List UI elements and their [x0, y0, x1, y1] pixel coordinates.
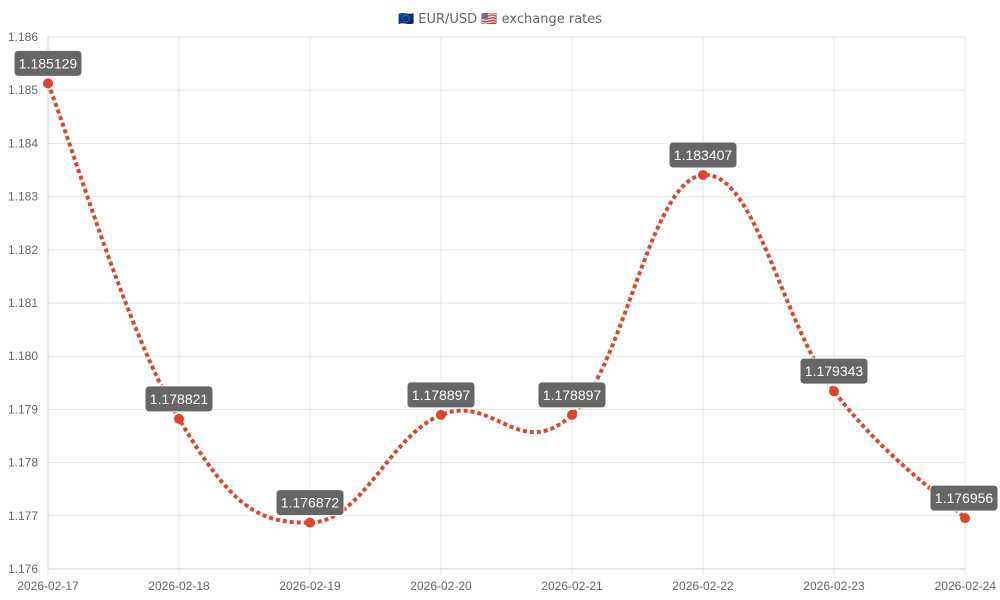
data-label: 1.185129: [13, 49, 83, 77]
x-tick-label: 2026-02-24: [935, 579, 997, 593]
data-label-value: 1.178821: [150, 391, 209, 407]
data-label: 1.179343: [799, 357, 869, 385]
data-label-value: 1.185129: [19, 55, 78, 71]
data-label-value: 1.178897: [543, 387, 602, 403]
data-label: 1.176956: [929, 484, 999, 512]
y-tick-label: 1.182: [8, 243, 38, 257]
data-label: 1.176872: [275, 489, 345, 517]
x-tick-label: 2026-02-23: [803, 579, 865, 593]
data-label-value: 1.183407: [674, 147, 733, 163]
x-tick-label: 2026-02-21: [541, 579, 603, 593]
data-label-box: [13, 49, 83, 77]
data-label-value: 1.179343: [805, 363, 864, 379]
y-tick-label: 1.179: [8, 402, 38, 416]
grid: [47, 36, 966, 575]
y-tick-label: 1.184: [8, 136, 38, 150]
data-point[interactable]: [960, 513, 970, 524]
x-tick-label: 2026-02-22: [672, 579, 734, 593]
data-label-box: [799, 357, 869, 385]
data-point[interactable]: [305, 517, 315, 528]
x-tick-label: 2026-02-17: [17, 579, 79, 593]
data-point[interactable]: [567, 409, 577, 420]
y-axis: 1.176 1.177 1.178 1.179 1.180 1.181 1.182 1.183…: [8, 30, 38, 576]
y-tick-label: 1.178: [8, 456, 38, 470]
data-label: 1.178821: [144, 385, 214, 413]
data-label: 1.178897: [537, 381, 607, 409]
data-point[interactable]: [698, 169, 708, 180]
data-label-box: [929, 484, 999, 512]
data-point[interactable]: [43, 78, 53, 89]
data-label-value: 1.176956: [935, 490, 994, 506]
data-point[interactable]: [174, 413, 184, 424]
data-point[interactable]: [829, 386, 839, 397]
chart-title: 🇪🇺 EUR/USD 🇺🇸 exchange rates: [398, 12, 602, 27]
data-label-box: [537, 381, 607, 409]
y-tick-label: 1.180: [8, 349, 38, 363]
points-layer: [43, 78, 970, 528]
data-label-value: 1.176872: [281, 495, 340, 511]
data-label-box: [275, 489, 345, 517]
y-tick-label: 1.185: [8, 83, 38, 97]
data-label-box: [668, 141, 738, 169]
data-labels-layer: 1.185129 1.178821 1.176872 1.178897 1.178897…: [13, 49, 999, 517]
y-tick-label: 1.176: [8, 562, 38, 576]
x-tick-label: 2026-02-20: [410, 579, 472, 593]
y-tick-label: 1.177: [8, 509, 38, 523]
data-label-value: 1.178897: [412, 387, 471, 403]
y-tick-label: 1.186: [8, 30, 38, 44]
x-tick-label: 2026-02-18: [148, 579, 210, 593]
x-tick-label: 2026-02-19: [279, 579, 341, 593]
data-label: 1.178897: [406, 381, 476, 409]
x-axis: 2026-02-17 2026-02-18 2026-02-19 2026-02-20…: [17, 579, 996, 593]
y-tick-label: 1.183: [8, 190, 38, 204]
y-tick-label: 1.181: [8, 296, 38, 310]
data-label-box: [144, 385, 214, 413]
data-point[interactable]: [436, 409, 446, 420]
data-label: 1.183407: [668, 141, 738, 169]
data-label-box: [406, 381, 476, 409]
